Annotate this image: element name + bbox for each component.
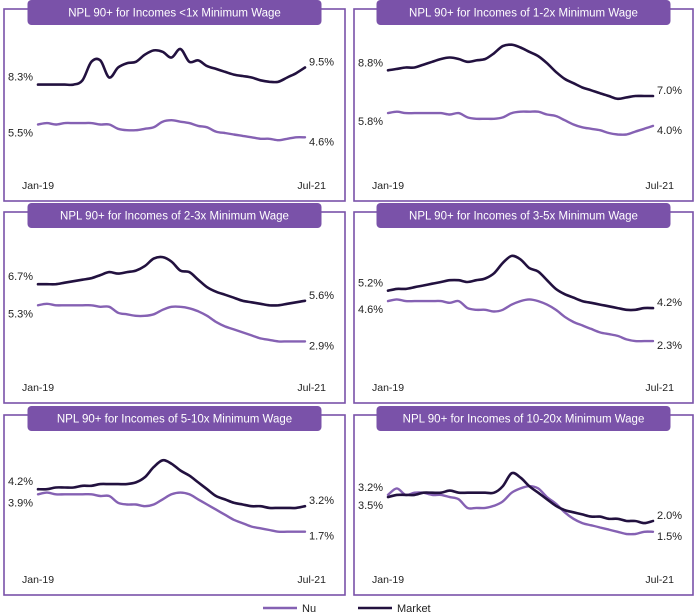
legend-nu-label: Nu bbox=[302, 603, 316, 615]
panel-header bbox=[27, 0, 322, 25]
chart-panel-1: NPL 90+ for Incomes <1x Minimum Wage 8.3%… bbox=[3, 0, 346, 202]
market-end-label: 4.2% bbox=[657, 297, 682, 309]
panel-title: NPL 90+ for Incomes of 1-2x Minimum Wage bbox=[409, 8, 638, 20]
market-series-line bbox=[36, 47, 307, 87]
x-end-tick-label: Jul-21 bbox=[645, 382, 674, 394]
panel-header bbox=[376, 203, 671, 228]
panel-border bbox=[3, 414, 346, 596]
panel-header bbox=[376, 0, 671, 25]
market-start-label: 4.2% bbox=[8, 476, 33, 488]
nu-end-label: 1.7% bbox=[309, 531, 334, 543]
chart-panel-5: NPL 90+ for Incomes of 5-10x Minimum Wag… bbox=[3, 406, 346, 596]
x-end-tick-label: Jul-21 bbox=[297, 180, 326, 192]
panel-border bbox=[353, 414, 694, 596]
nu-start-label: 3.9% bbox=[8, 497, 33, 509]
x-start-tick-label: Jan-19 bbox=[22, 574, 54, 586]
nu-series-line bbox=[386, 485, 655, 536]
x-end-tick-label: Jul-21 bbox=[645, 574, 674, 586]
chart-panel-3: NPL 90+ for Incomes of 2-3x Minimum Wage… bbox=[3, 203, 346, 404]
x-end-tick-label: Jul-21 bbox=[297, 382, 326, 394]
legend-market-label: Market bbox=[397, 603, 431, 615]
panel-border bbox=[3, 8, 346, 202]
x-start-tick-label: Jan-19 bbox=[372, 382, 404, 394]
market-series-line bbox=[36, 458, 307, 510]
nu-end-label: 4.0% bbox=[657, 125, 682, 137]
panel-border bbox=[353, 211, 694, 404]
panel-header bbox=[27, 203, 322, 228]
nu-series-line bbox=[386, 110, 655, 136]
market-series-line bbox=[386, 471, 655, 525]
panel-header bbox=[27, 406, 322, 431]
market-series-line bbox=[386, 254, 655, 312]
market-series-line bbox=[36, 255, 307, 307]
market-end-label: 2.0% bbox=[657, 510, 682, 522]
panel-title: NPL 90+ for Incomes of 3-5x Minimum Wage bbox=[409, 211, 638, 223]
market-end-label: 9.5% bbox=[309, 57, 334, 69]
x-start-tick-label: Jan-19 bbox=[22, 382, 54, 394]
market-start-label: 3.5% bbox=[358, 500, 383, 512]
legend: Nu Market bbox=[263, 603, 431, 615]
nu-start-label: 5.3% bbox=[8, 308, 33, 320]
nu-series-line bbox=[36, 302, 307, 343]
nu-end-label: 4.6% bbox=[309, 136, 334, 148]
nu-end-label: 2.9% bbox=[309, 340, 334, 352]
nu-end-label: 1.5% bbox=[657, 531, 682, 543]
chart-panel-4: NPL 90+ for Incomes of 3-5x Minimum Wage… bbox=[353, 203, 694, 404]
market-start-label: 8.3% bbox=[8, 72, 33, 84]
nu-end-label: 2.3% bbox=[657, 340, 682, 352]
nu-start-label: 5.5% bbox=[8, 128, 33, 140]
market-start-label: 8.8% bbox=[358, 57, 383, 69]
x-start-tick-label: Jan-19 bbox=[372, 180, 404, 192]
nu-series-line bbox=[36, 491, 307, 534]
nu-start-label: 4.6% bbox=[358, 304, 383, 316]
panel-border bbox=[353, 8, 694, 202]
x-end-tick-label: Jul-21 bbox=[297, 574, 326, 586]
x-start-tick-label: Jan-19 bbox=[22, 180, 54, 192]
nu-series-line bbox=[386, 298, 655, 343]
panel-header bbox=[376, 406, 671, 431]
chart-panel-2: NPL 90+ for Incomes of 1-2x Minimum Wage… bbox=[353, 0, 694, 202]
nu-start-label: 5.8% bbox=[358, 116, 383, 128]
x-end-tick-label: Jul-21 bbox=[645, 180, 674, 192]
market-end-label: 7.0% bbox=[657, 85, 682, 97]
x-start-tick-label: Jan-19 bbox=[372, 574, 404, 586]
panel-title: NPL 90+ for Incomes of 2-3x Minimum Wage bbox=[60, 211, 289, 223]
panel-title: NPL 90+ for Incomes of 5-10x Minimum Wag… bbox=[57, 414, 292, 426]
nu-series-line bbox=[36, 119, 307, 142]
chart-panel-6: NPL 90+ for Incomes of 10-20x Minimum Wa… bbox=[353, 406, 694, 596]
market-series-line bbox=[386, 43, 655, 101]
panel-title: NPL 90+ for Incomes <1x Minimum Wage bbox=[68, 8, 281, 20]
market-start-label: 5.2% bbox=[358, 278, 383, 290]
market-end-label: 5.6% bbox=[309, 290, 334, 302]
panel-title: NPL 90+ for Incomes of 10-20x Minimum Wa… bbox=[403, 414, 645, 426]
nu-start-label: 3.2% bbox=[358, 482, 383, 494]
market-end-label: 3.2% bbox=[309, 495, 334, 507]
market-start-label: 6.7% bbox=[8, 271, 33, 283]
